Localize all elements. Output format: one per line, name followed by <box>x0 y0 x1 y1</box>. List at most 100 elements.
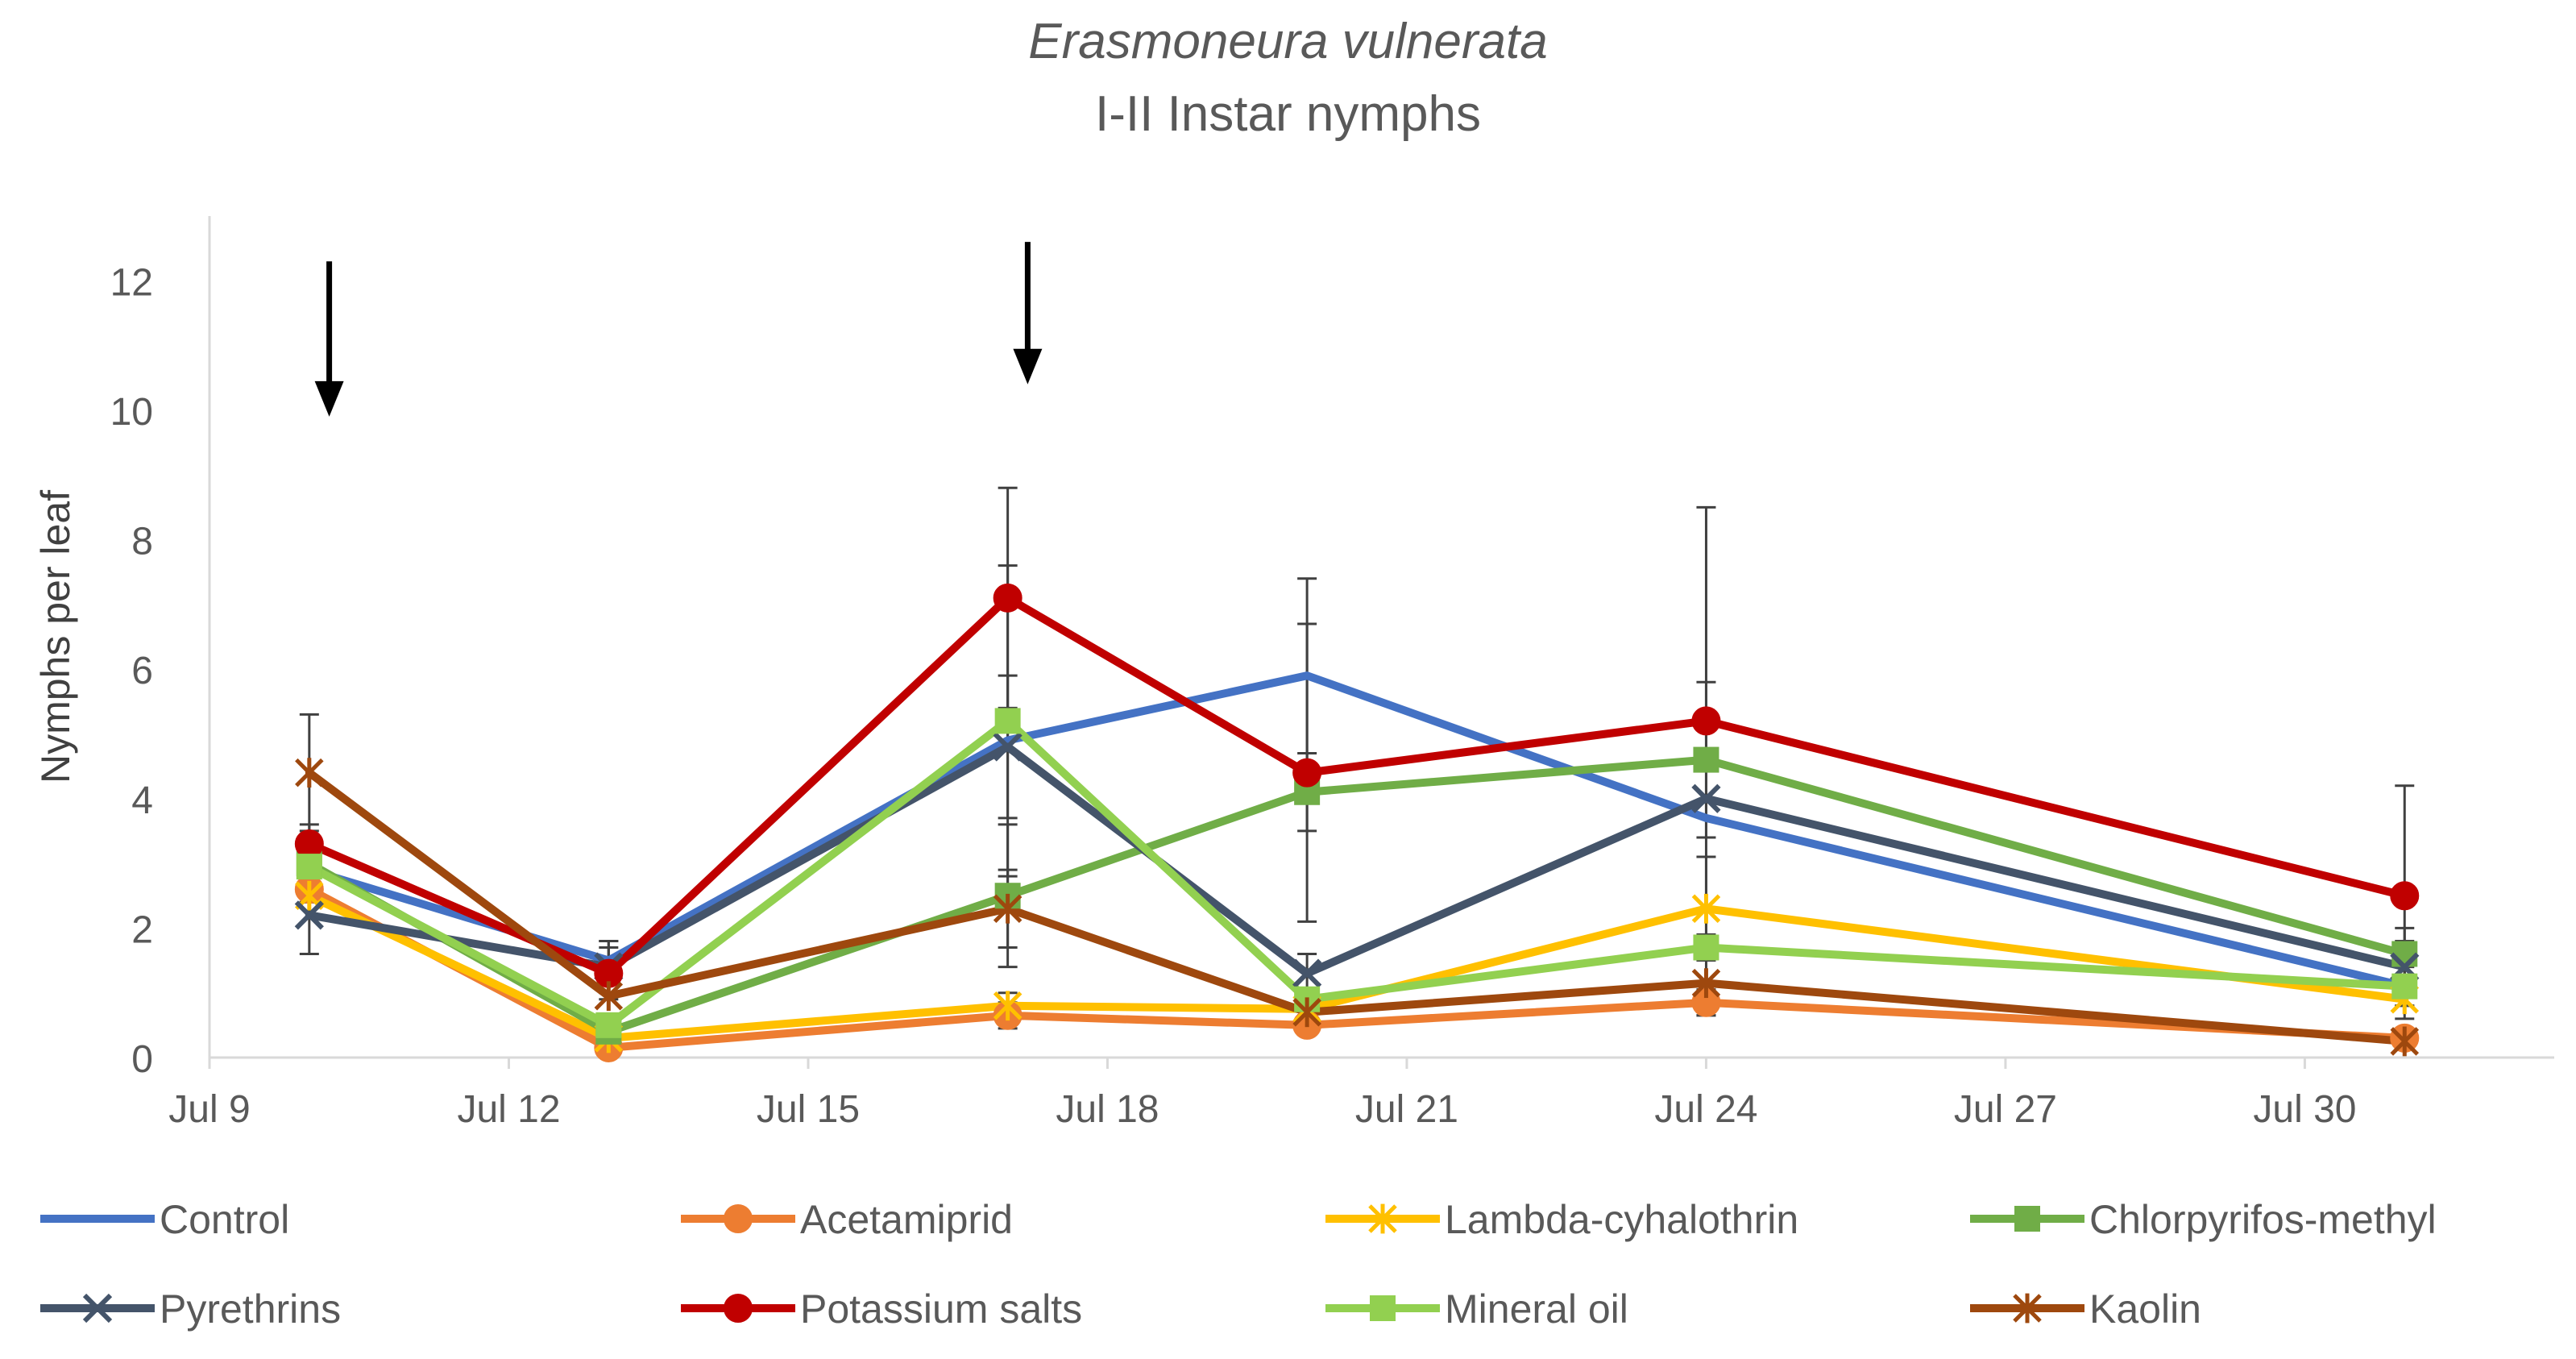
data-point-pyrethrins <box>993 732 1023 762</box>
data-point-mineral-oil <box>1693 934 1719 961</box>
y-tick-label: 6 <box>131 650 153 692</box>
marker-x-stroke <box>82 1293 113 1324</box>
legend-swatch-marker <box>724 1294 753 1323</box>
legend-item-kaolin: Kaolin <box>1970 1286 2201 1332</box>
y-tick-label: 12 <box>110 261 153 304</box>
legend-item-control: Control <box>40 1197 289 1242</box>
legend-item-acetamiprid: Acetamiprid <box>681 1197 1013 1242</box>
legend-item-mineral-oil: Mineral oil <box>1325 1286 1628 1332</box>
marker-square <box>1370 1295 1396 1321</box>
series-line-chlorpyrifos-methyl <box>305 755 2409 1036</box>
data-point-mineral-oil <box>296 854 322 880</box>
legend-item-potassium-salts: Potassium salts <box>681 1286 1082 1332</box>
legend-swatch-marker <box>2013 1293 2042 1324</box>
series-lines-layer <box>305 593 2409 1052</box>
chart-title: Erasmoneura vulnerata <box>1028 14 1548 69</box>
x-tick-label: Jul 27 <box>1954 1088 2057 1131</box>
data-point-mineral-oil <box>994 708 1021 734</box>
marker-square <box>2014 1206 2040 1232</box>
y-tick-label: 4 <box>131 779 153 822</box>
legend-label: Mineral oil <box>1445 1286 1628 1332</box>
data-point-potassium-salts <box>1691 706 1721 736</box>
marker-circle <box>993 583 1023 613</box>
data-point-potassium-salts <box>2390 881 2420 911</box>
x-tick-label: Jul 21 <box>1355 1088 1458 1131</box>
marker-circle <box>1292 758 1322 788</box>
data-point-kaolin <box>295 758 324 788</box>
data-point-chlorpyrifos-methyl <box>2391 941 2418 967</box>
marker-square <box>296 854 322 880</box>
marker-x-stroke <box>1691 783 1721 813</box>
series-line-kaolin <box>305 768 2409 1045</box>
arrow-head-icon <box>1013 348 1043 384</box>
marker-circle <box>724 1204 753 1233</box>
data-point-kaolin <box>2390 1026 2420 1057</box>
marker-circle <box>294 829 324 858</box>
x-tick-label: Jul 30 <box>2253 1088 2356 1131</box>
marker-circle <box>1691 706 1721 736</box>
y-tick-label: 0 <box>131 1038 153 1081</box>
data-point-potassium-salts <box>294 829 324 858</box>
y-tick-label: 2 <box>131 908 153 951</box>
chart-subtitle: I-II Instar nymphs <box>1095 86 1481 142</box>
x-tick-label: Jul 9 <box>168 1088 250 1131</box>
legend-label: Pyrethrins <box>160 1286 341 1332</box>
y-tick-label: 10 <box>110 391 153 434</box>
x-tick-label: Jul 15 <box>757 1088 860 1131</box>
legend-label: Acetamiprid <box>800 1197 1013 1242</box>
data-point-potassium-salts <box>1292 758 1322 788</box>
marker-square <box>2391 941 2418 967</box>
legend-label: Lambda-cyhalothrin <box>1445 1197 1798 1242</box>
legend-swatch-marker <box>1368 1203 1397 1234</box>
data-point-kaolin <box>1691 968 1721 999</box>
data-point-lambda-cyhalothrin <box>1691 893 1721 924</box>
marker-x-stroke <box>294 900 324 930</box>
marker-x-stroke <box>993 732 1023 762</box>
data-point-mineral-oil <box>595 1012 622 1038</box>
series-line-potassium-salts <box>305 593 2409 978</box>
x-tick-label: Jul 18 <box>1056 1088 1159 1131</box>
data-point-potassium-salts <box>993 583 1023 613</box>
data-point-mineral-oil <box>2391 973 2418 1000</box>
y-axis-label: Nymphs per leaf <box>33 490 78 783</box>
series-line-lambda-cyhalothrin <box>305 891 2409 1042</box>
data-point-pyrethrins <box>1292 958 1322 988</box>
data-point-kaolin <box>1292 997 1321 1028</box>
data-point-pyrethrins <box>1691 783 1721 813</box>
annotations-layer <box>314 242 1043 417</box>
legend-item-lambda-cyhalothrin: Lambda-cyhalothrin <box>1325 1197 1798 1242</box>
legend-item-chlorpyrifos-methyl: Chlorpyrifos-methyl <box>1970 1197 2437 1242</box>
series-markers-layer <box>294 583 2420 1062</box>
legend-item-pyrethrins: Pyrethrins <box>40 1286 341 1332</box>
legend-swatch-marker <box>82 1293 113 1324</box>
marker-square <box>595 1012 622 1038</box>
legend-label: Potassium salts <box>800 1286 1082 1332</box>
data-point-kaolin <box>594 981 624 1012</box>
marker-square <box>1693 934 1719 961</box>
legend: Control Acetamiprid Lambda-cyhalothrin Chlo… <box>40 1197 2437 1332</box>
arrow-head-icon <box>314 380 344 417</box>
legend-label: Kaolin <box>2089 1286 2201 1332</box>
data-point-lambda-cyhalothrin <box>993 991 1023 1021</box>
legend-label: Chlorpyrifos-methyl <box>2089 1197 2437 1242</box>
data-point-chlorpyrifos-methyl <box>1693 746 1719 773</box>
series-line-acetamiprid <box>305 885 2409 1052</box>
x-tick-label: Jul 12 <box>457 1088 560 1131</box>
legend-label: Control <box>160 1197 289 1242</box>
marker-square <box>2391 973 2418 1000</box>
x-tick-label: Jul 24 <box>1654 1088 1757 1131</box>
legend-swatch-marker <box>724 1204 753 1233</box>
data-point-pyrethrins <box>294 900 324 930</box>
marker-square <box>994 708 1021 734</box>
legend-swatch-marker <box>2014 1206 2040 1232</box>
series-line-control <box>305 671 2409 991</box>
legend-swatch-marker <box>1370 1295 1396 1321</box>
marker-square <box>1693 746 1719 773</box>
marker-x-stroke <box>1292 958 1322 988</box>
data-point-kaolin <box>993 893 1023 924</box>
y-tick-label: 8 <box>131 521 153 563</box>
marker-circle <box>724 1294 753 1323</box>
axes-layer: 0 2 4 6 8 10 12 Jul 9 Jul 12 Jul 15 Jul 18 Jul 21 Ju… <box>33 216 2554 1131</box>
marker-circle <box>2390 881 2420 911</box>
